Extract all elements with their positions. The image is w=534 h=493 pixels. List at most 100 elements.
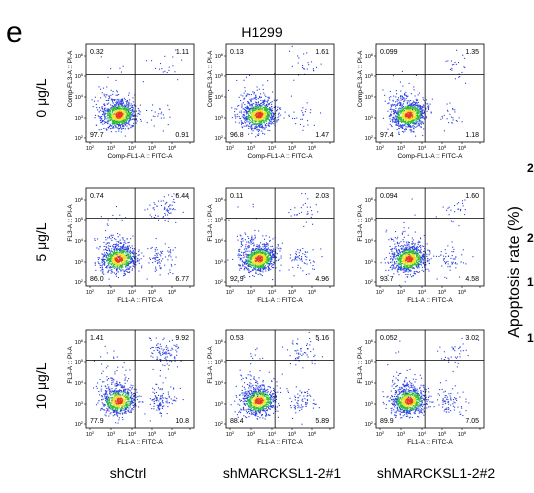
axis-tick-label: 104 (365, 237, 374, 245)
axis-tick-label: 105 (288, 288, 297, 296)
axis-tick-label: 104 (75, 93, 84, 101)
quadrant-percent-ur: 6.44 (175, 193, 189, 200)
quadrant-percent-ul: 1.41 (90, 335, 104, 342)
axis-tick-label: 102 (86, 288, 95, 296)
axis-tick-label: 105 (288, 430, 297, 438)
axis-tick-label: 103 (397, 430, 406, 438)
axis-tick-label: 104 (215, 93, 224, 101)
quadrant-percent-ul: 0.052 (380, 335, 398, 342)
axis-tick-label: 103 (75, 400, 84, 408)
dot-plot: 0.32 1.11 97.7 0.91 102 103 104 105 106 102 103 104… (67, 43, 195, 160)
dot-plot-grid: 0.32 1.11 97.7 0.91 102 103 104 105 106 102 103 104… (67, 43, 485, 446)
dot-plot: 0.052 3.02 89.9 7.05 102 103 104 105 106 102 103 10… (357, 329, 485, 446)
axis-tick-label: 106 (75, 52, 84, 60)
dot-plot: 0.74 6.44 86.0 6.77 102 103 104 105 106 102 103 104… (67, 187, 195, 304)
event-dots (227, 193, 323, 283)
event-dots (93, 337, 184, 424)
axis-tick-label: 103 (215, 400, 224, 408)
axis-tick-label: 103 (247, 144, 256, 152)
plot-frame (375, 43, 485, 143)
quadrant-percent-lr: 5.89 (315, 418, 329, 425)
event-dots (382, 49, 467, 137)
axis-tick-label: 106 (215, 52, 224, 60)
row-label: 0 μg/L (33, 78, 49, 117)
quadrant-percent-ur: 1.60 (465, 193, 479, 200)
quadrant-percent-ur: 5.16 (315, 335, 329, 342)
axis-tick-label: 102 (75, 134, 84, 142)
axis-tick-label: 103 (397, 288, 406, 296)
event-dots (94, 193, 190, 286)
axis-tick-label: 104 (418, 144, 427, 152)
plot-frame (375, 187, 485, 287)
axis-tick-label: 104 (268, 288, 277, 296)
y-axis-label: Comp-FL3-A :: PI-A (67, 50, 74, 107)
axis-tick-label: 103 (75, 114, 84, 122)
row-label: 10 μg/L (33, 362, 49, 409)
axis-tick-label: 102 (365, 420, 374, 428)
x-axis-label: Comp-FL1-A :: FITC-A (247, 153, 313, 160)
axis-tick-label: 106 (215, 196, 224, 204)
plot-frame (225, 43, 335, 143)
apoptosis-rate-axis: Apoptosis rate (%) 2 2 1 1 (506, 161, 534, 345)
y-axis-label: FL3-A :: PI-A (357, 346, 364, 384)
axis-tick-label: 104 (268, 144, 277, 152)
axis-tick-label: 103 (75, 258, 84, 266)
quadrant-percent-lr: 4.96 (315, 276, 329, 283)
right-axis-tick: 2 (527, 161, 534, 175)
axis-tick-label: 105 (215, 216, 224, 224)
right-axis-tick: 1 (527, 275, 534, 289)
axis-tick-label: 102 (75, 278, 84, 286)
plot-frame (85, 329, 195, 429)
column-label: shCtrl (110, 465, 147, 481)
plot-frame (85, 43, 195, 143)
axis-tick-label: 105 (365, 216, 374, 224)
axis-tick-label: 106 (458, 144, 467, 152)
axis-tick-label: 103 (215, 258, 224, 266)
quadrant-percent-ul: 0.11 (230, 193, 243, 200)
axis-tick-label: 102 (376, 288, 385, 296)
y-axis-label: FL3-A :: PI-A (357, 204, 364, 242)
axis-tick-label: 106 (365, 196, 374, 204)
plot-frame (225, 187, 335, 287)
column-label: shMARCKSL1-2#1 (223, 465, 341, 481)
quadrant-percent-ll: 86.0 (90, 276, 104, 283)
y-axis-label: FL3-A :: PI-A (67, 204, 74, 242)
x-axis-label: FL1-A :: FITC-A (407, 297, 453, 304)
y-axis-label: Comp-FL3-A :: PI-A (357, 50, 364, 107)
axis-tick-label: 104 (365, 379, 374, 387)
quadrant-percent-ll: 93.7 (380, 276, 394, 283)
axis-tick-label: 102 (365, 134, 374, 142)
quadrant-percent-ll: 97.4 (380, 132, 394, 139)
axis-tick-label: 103 (247, 288, 256, 296)
column-labels: shCtrl shMARCKSL1-2#1 shMARCKSL1-2#2 (110, 465, 496, 481)
axis-tick-label: 104 (128, 430, 137, 438)
dot-plot: 0.53 5.16 88.4 5.89 102 103 104 105 106 102 103 104… (207, 329, 335, 446)
axis-tick-label: 104 (128, 288, 137, 296)
axis-tick-label: 103 (365, 258, 374, 266)
x-axis-label: FL1-A :: FITC-A (117, 439, 163, 446)
axis-tick-label: 102 (86, 144, 95, 152)
quadrant-percent-ur: 2.03 (315, 193, 329, 200)
y-axis-label: FL3-A :: PI-A (207, 204, 214, 242)
x-axis-label: FL1-A :: FITC-A (407, 439, 453, 446)
plot-frame (85, 187, 195, 287)
event-dots (230, 331, 323, 425)
axis-tick-label: 106 (308, 144, 317, 152)
y-axis-label: FL3-A :: PI-A (207, 346, 214, 384)
axis-tick-label: 102 (215, 278, 224, 286)
quadrant-percent-lr: 0.91 (175, 132, 189, 139)
axis-tick-label: 102 (376, 144, 385, 152)
axis-tick-label: 105 (365, 358, 374, 366)
row-labels: 0 μg/L 5 μg/L 10 μg/L (33, 78, 49, 409)
axis-tick-label: 102 (226, 288, 235, 296)
quadrant-percent-lr: 1.47 (315, 132, 329, 139)
x-axis-label: FL1-A :: FITC-A (117, 297, 163, 304)
axis-tick-label: 102 (376, 430, 385, 438)
axis-tick-label: 105 (75, 358, 84, 366)
y-axis-label: FL3-A :: PI-A (67, 346, 74, 384)
axis-tick-label: 105 (148, 144, 157, 152)
quadrant-percent-ur: 1.61 (315, 49, 329, 56)
axis-tick-label: 105 (75, 216, 84, 224)
quadrant-percent-ur: 9.92 (175, 335, 189, 342)
